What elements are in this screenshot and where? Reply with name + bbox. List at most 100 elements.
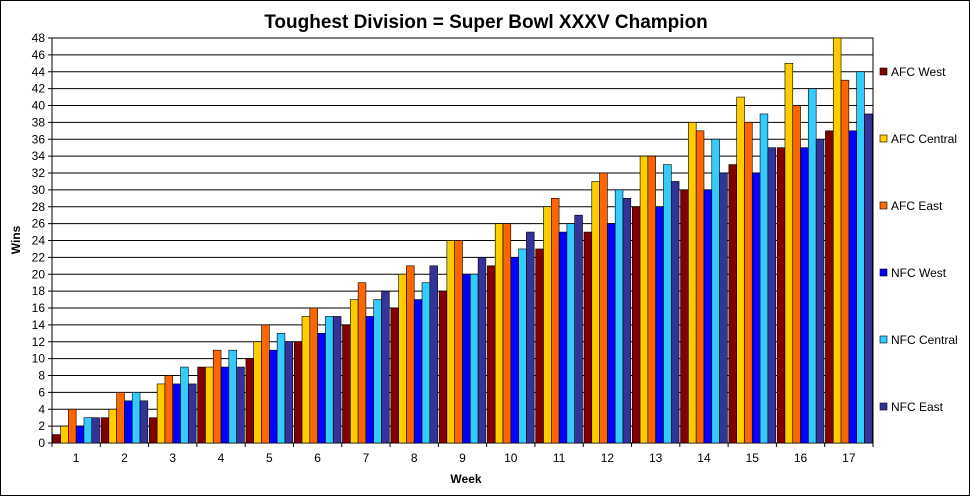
x-tick-label: 1 — [73, 451, 80, 465]
bar — [116, 392, 125, 444]
bar — [406, 265, 415, 444]
bars — [52, 37, 873, 444]
bar — [309, 307, 318, 444]
y-tick-label: 24 — [32, 234, 46, 248]
bar — [574, 214, 583, 444]
bar — [438, 290, 448, 444]
bar — [83, 417, 93, 444]
y-tick-label: 14 — [32, 318, 46, 332]
bar — [526, 231, 535, 444]
bar — [156, 383, 166, 444]
bar — [357, 282, 367, 444]
legend-label: NFC Central — [891, 333, 958, 347]
x-tick-label: 10 — [504, 451, 518, 465]
y-tick-label: 36 — [32, 132, 46, 146]
bar — [535, 248, 544, 444]
y-tick-label: 42 — [32, 82, 46, 96]
bar — [599, 172, 608, 444]
bar — [808, 88, 817, 444]
x-tick-label: 5 — [266, 451, 273, 465]
legend-label: NFC West — [891, 266, 947, 280]
bar — [317, 333, 326, 444]
y-tick-label: 20 — [32, 267, 46, 281]
bar — [398, 273, 407, 444]
bar — [139, 400, 149, 444]
bar — [100, 417, 110, 444]
bar — [446, 240, 455, 444]
bar — [784, 63, 794, 444]
bar — [622, 198, 632, 444]
bar — [205, 366, 214, 444]
y-tick-label: 12 — [32, 335, 46, 349]
bar — [695, 130, 705, 444]
bar — [350, 299, 359, 444]
x-tick-label: 13 — [649, 451, 663, 465]
y-tick-label: 34 — [32, 149, 46, 163]
x-tick-label: 17 — [842, 451, 856, 465]
bar — [832, 37, 842, 444]
bar — [342, 324, 351, 444]
bar — [680, 189, 689, 444]
bar — [494, 223, 504, 444]
bar — [502, 223, 512, 444]
bar — [373, 299, 382, 444]
bar — [776, 147, 786, 444]
bar — [293, 341, 303, 444]
bar — [462, 273, 471, 444]
bar — [429, 265, 438, 444]
bar — [825, 130, 834, 444]
legend-swatch — [879, 402, 888, 411]
legend-label: AFC Central — [891, 132, 957, 146]
x-tick-label: 12 — [601, 451, 615, 465]
y-tick-label: 30 — [32, 183, 46, 197]
legend-swatch — [879, 67, 888, 76]
bar — [301, 316, 311, 444]
bar — [543, 206, 552, 444]
y-tick-label: 2 — [38, 419, 45, 433]
bar — [381, 290, 390, 444]
y-tick-label: 40 — [32, 99, 46, 113]
legend-label: NFC East — [891, 400, 944, 414]
bar — [68, 408, 77, 444]
bar — [848, 130, 857, 444]
y-tick-label: 26 — [32, 217, 46, 231]
bar — [558, 231, 568, 444]
bar — [413, 299, 423, 444]
bar — [566, 223, 575, 444]
bar — [212, 349, 222, 444]
bar — [325, 316, 334, 444]
bar — [180, 366, 189, 444]
bar — [172, 383, 181, 444]
bar — [583, 231, 593, 444]
legend: AFC West AFC Central AFC East NFC West NFC C… — [879, 65, 958, 414]
bar — [197, 366, 206, 444]
bar — [220, 366, 230, 444]
bar — [744, 122, 753, 444]
bar — [454, 240, 463, 444]
bar — [655, 206, 664, 444]
bar — [728, 164, 737, 444]
x-axis-label: Week — [450, 472, 481, 486]
bar — [607, 223, 616, 444]
bar — [332, 316, 342, 444]
bar — [284, 341, 294, 444]
x-tick-label: 14 — [697, 451, 711, 465]
x-tick-label: 2 — [121, 451, 128, 465]
bar — [800, 147, 809, 444]
bar — [631, 206, 641, 444]
bar — [792, 105, 801, 444]
y-tick-label: 6 — [38, 385, 45, 399]
x-tick-label: 4 — [218, 451, 225, 465]
x-tick-label: 3 — [169, 451, 176, 465]
legend-swatch — [879, 335, 888, 344]
bar — [591, 181, 600, 444]
bar — [614, 189, 624, 444]
bar — [253, 341, 262, 444]
bar — [269, 349, 278, 444]
bar — [719, 172, 728, 444]
x-tick-label: 9 — [459, 451, 466, 465]
legend-label: AFC West — [891, 65, 946, 79]
bar — [751, 172, 761, 444]
bar — [663, 164, 672, 444]
